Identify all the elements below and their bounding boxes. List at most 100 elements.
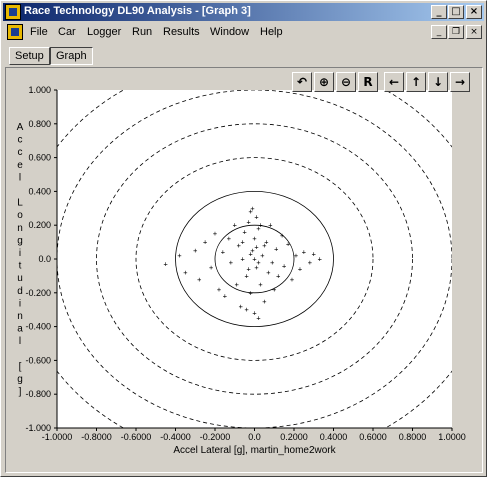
- data-point: +: [318, 256, 322, 264]
- data-point: +: [203, 239, 207, 247]
- pan-up-icon[interactable]: ↑: [406, 72, 426, 92]
- data-point: +: [246, 218, 250, 226]
- menu-bar: File Car Logger Run Results Window Help …: [3, 22, 484, 42]
- pan-down-icon[interactable]: ↓: [428, 72, 448, 92]
- data-point: +: [213, 230, 217, 238]
- data-point: +: [258, 222, 262, 230]
- y-tick-label: -0.800: [25, 389, 51, 399]
- data-point: +: [193, 247, 197, 255]
- data-point: +: [244, 272, 248, 280]
- data-point: +: [239, 303, 243, 311]
- data-point: +: [217, 286, 221, 294]
- data-point: +: [164, 261, 168, 269]
- data-point: +: [298, 266, 302, 274]
- mdi-restore-icon[interactable]: ❐: [448, 25, 464, 39]
- minimize-icon[interactable]: _: [431, 5, 447, 19]
- data-point: +: [276, 272, 280, 280]
- data-point: +: [280, 232, 284, 240]
- y-tick-label: 1.000: [28, 85, 51, 95]
- data-point: +: [312, 250, 316, 258]
- x-tick-label: -0.2000: [200, 432, 231, 442]
- window-title: Race Technology DL90 Analysis - [Graph 3…: [24, 5, 251, 17]
- reference-circle-0: [214, 224, 295, 294]
- data-point: +: [235, 281, 239, 289]
- mdi-minimize-icon[interactable]: _: [431, 25, 447, 39]
- mdi-close-icon[interactable]: ×: [466, 25, 482, 39]
- tab-graph[interactable]: Graph: [50, 47, 93, 65]
- data-point: +: [250, 205, 254, 213]
- data-point: +: [262, 298, 266, 306]
- y-tick-label: 0.600: [28, 153, 51, 163]
- x-tick-label: 0.6000: [359, 432, 387, 442]
- data-point: +: [197, 276, 201, 284]
- zoom-in-icon[interactable]: ⊕: [314, 72, 334, 92]
- pan-right-icon[interactable]: →: [450, 72, 470, 92]
- x-tick-label: 1.0000: [438, 432, 466, 442]
- data-point: +: [272, 286, 276, 294]
- data-point: +: [241, 239, 245, 247]
- data-point: +: [248, 289, 252, 297]
- data-point: +: [268, 222, 272, 230]
- maximize-icon[interactable]: □: [448, 5, 464, 19]
- data-point: +: [233, 222, 237, 230]
- data-point: +: [266, 269, 270, 277]
- data-point: +: [260, 252, 264, 260]
- x-tick-label: -0.4000: [160, 432, 191, 442]
- x-tick-label: -0.8000: [81, 432, 112, 442]
- data-point: +: [254, 213, 258, 221]
- undo-zoom-icon[interactable]: ↶: [292, 72, 312, 92]
- menu-results[interactable]: Results: [163, 26, 200, 38]
- data-point: +: [290, 276, 294, 284]
- data-point: +: [282, 262, 286, 270]
- x-tick-label: 0.8000: [399, 432, 427, 442]
- data-point: +: [248, 250, 252, 258]
- menu-run[interactable]: Run: [132, 26, 153, 38]
- x-tick-label: -1.0000: [42, 432, 73, 442]
- data-point: +: [209, 264, 213, 272]
- document-icon[interactable]: [7, 24, 23, 40]
- close-icon[interactable]: ×: [466, 5, 482, 19]
- zoom-reset-icon[interactable]: R: [358, 72, 378, 92]
- menu-help[interactable]: Help: [260, 26, 283, 38]
- data-point: +: [256, 259, 260, 267]
- y-tick-label: -0.600: [25, 355, 51, 365]
- data-point: +: [223, 293, 227, 301]
- data-point: +: [254, 264, 258, 272]
- data-point: +: [254, 244, 258, 252]
- y-tick-label: -0.200: [25, 288, 51, 298]
- y-tick-label: 0.800: [28, 119, 51, 129]
- y-tick-label: -0.400: [25, 322, 51, 332]
- title-bar[interactable]: Race Technology DL90 Analysis - [Graph 3…: [3, 3, 484, 21]
- data-point: +: [264, 239, 268, 247]
- reference-circle-2: [135, 157, 374, 361]
- data-point: +: [308, 259, 312, 267]
- menu-file[interactable]: File: [30, 26, 48, 38]
- x-tick-label: 0.4000: [320, 432, 348, 442]
- tab-setup[interactable]: Setup: [9, 47, 50, 65]
- data-point: +: [229, 259, 233, 267]
- data-point: +: [177, 252, 181, 260]
- data-point: +: [274, 245, 278, 253]
- x-tick-label: -0.6000: [121, 432, 152, 442]
- scatter-chart[interactable]: ++++++++++++++++++++++++++++++++++++++++…: [6, 68, 482, 472]
- menu-window[interactable]: Window: [210, 26, 250, 38]
- data-point: +: [256, 225, 260, 233]
- plot-layer: ++++++++++++++++++++++++++++++++++++++++…: [57, 90, 452, 428]
- menu-car[interactable]: Car: [58, 26, 76, 38]
- data-point: +: [250, 247, 254, 255]
- zoom-out-icon[interactable]: ⊖: [336, 72, 356, 92]
- menu-logger[interactable]: Logger: [87, 26, 122, 38]
- reference-circle-3: [96, 123, 413, 395]
- x-tick-label: 0.0: [248, 432, 261, 442]
- data-point: +: [237, 242, 241, 250]
- data-point: +: [256, 315, 260, 323]
- data-point: +: [286, 240, 290, 248]
- data-point: +: [227, 235, 231, 243]
- tab-strip: Setup Graph: [3, 43, 484, 67]
- graph-panel: + + + + + + + + + + + + + + + + + + + + + + + + + + + + + + + + + + + + + + + +…: [5, 67, 483, 473]
- app-icon[interactable]: [5, 4, 21, 20]
- y-tick-label: 0.0: [38, 254, 51, 264]
- pan-left-icon[interactable]: ←: [384, 72, 404, 92]
